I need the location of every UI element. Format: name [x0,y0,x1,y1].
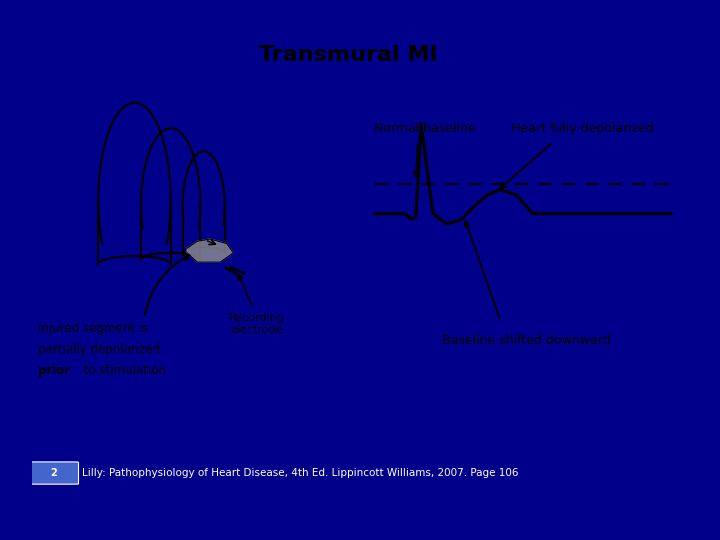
Text: partially depolarized: partially depolarized [37,343,160,356]
Text: 2: 2 [50,468,57,478]
Text: Transmural MI: Transmural MI [259,45,438,65]
Text: Injured segment is: Injured segment is [37,322,148,335]
Text: Lilly: Pathophysiology of Heart Disease, 4th Ed. Lippincott Williams, 2007. Page: Lilly: Pathophysiology of Heart Disease,… [82,468,518,478]
Text: Normal baseline: Normal baseline [374,122,475,135]
Polygon shape [187,239,233,262]
Text: Heart fully depolarized: Heart fully depolarized [511,122,654,135]
Text: prior: prior [37,363,70,376]
Text: Baseline shifted downward: Baseline shifted downward [442,334,611,347]
Text: Recording
electrode: Recording electrode [228,313,284,335]
FancyBboxPatch shape [29,462,78,484]
Text: to stimulation: to stimulation [80,363,166,376]
